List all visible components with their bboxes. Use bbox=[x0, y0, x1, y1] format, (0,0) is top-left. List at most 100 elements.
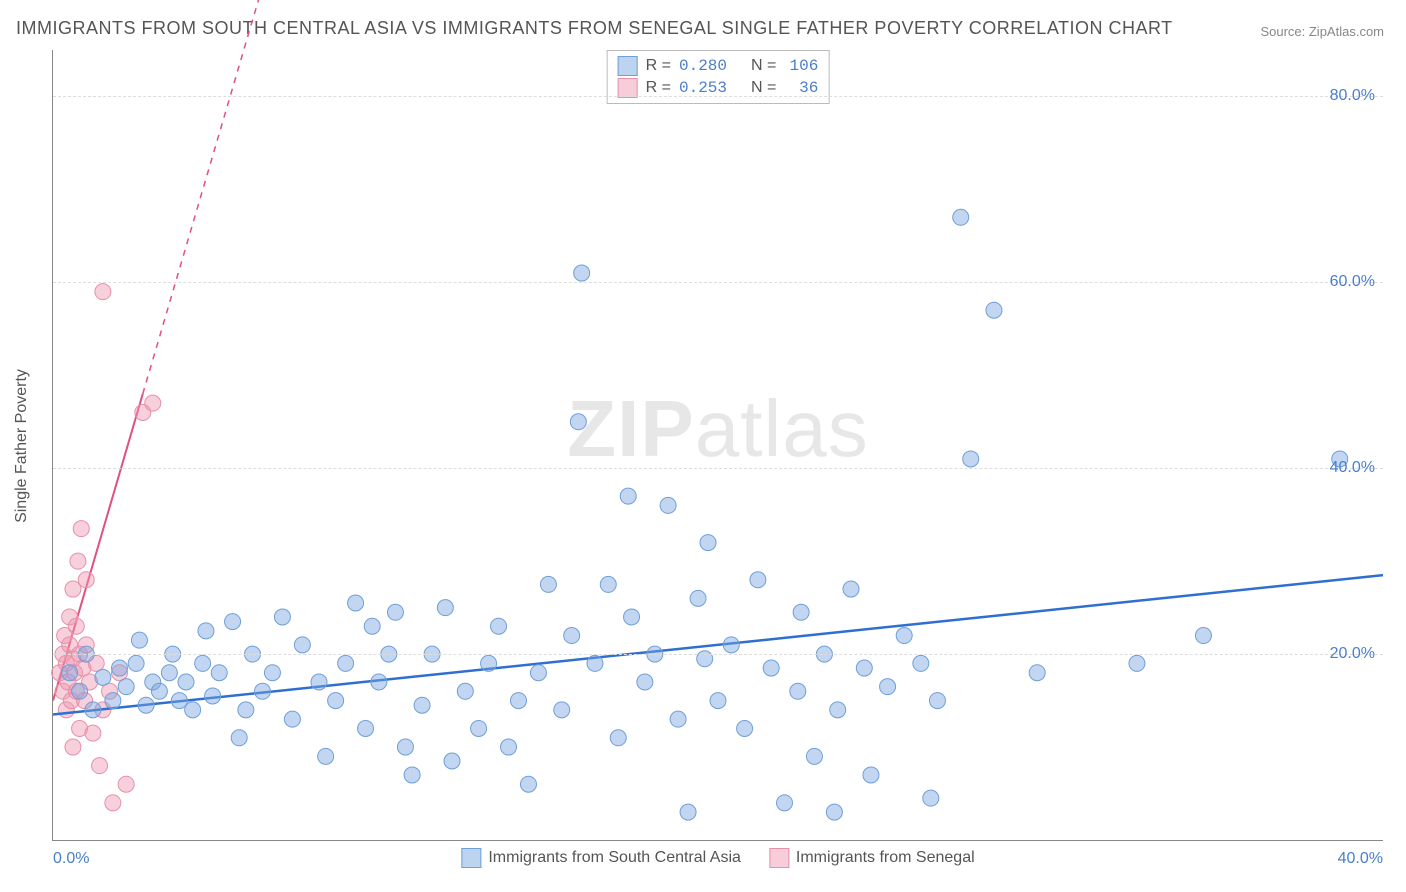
data-point bbox=[896, 628, 912, 644]
data-point bbox=[923, 790, 939, 806]
data-point bbox=[750, 572, 766, 588]
data-point bbox=[85, 702, 101, 718]
data-point bbox=[358, 720, 374, 736]
data-point bbox=[198, 623, 214, 639]
data-point bbox=[118, 679, 134, 695]
data-point bbox=[491, 618, 507, 634]
xtick-label: 40.0% bbox=[1338, 850, 1383, 868]
data-point bbox=[963, 451, 979, 467]
gridline-h bbox=[53, 282, 1383, 283]
data-point bbox=[481, 655, 497, 671]
ytick-label: 60.0% bbox=[1330, 273, 1375, 291]
data-point bbox=[328, 693, 344, 709]
data-point bbox=[338, 655, 354, 671]
data-point bbox=[138, 697, 154, 713]
data-point bbox=[574, 265, 590, 281]
data-point bbox=[737, 720, 753, 736]
legend-row-series1: R = 0.280 N = 106 bbox=[618, 55, 819, 77]
data-point bbox=[1195, 628, 1211, 644]
data-point bbox=[231, 730, 247, 746]
data-point bbox=[131, 632, 147, 648]
data-point bbox=[570, 414, 586, 430]
data-point bbox=[953, 209, 969, 225]
data-point bbox=[128, 655, 144, 671]
data-point bbox=[161, 665, 177, 681]
y-axis-title: Single Father Poverty bbox=[13, 369, 31, 523]
data-point bbox=[387, 604, 403, 620]
swatch-series1 bbox=[618, 56, 638, 76]
data-point bbox=[62, 665, 78, 681]
data-point bbox=[70, 553, 86, 569]
data-point bbox=[414, 697, 430, 713]
data-point bbox=[225, 614, 241, 630]
data-point bbox=[145, 395, 161, 411]
data-point bbox=[790, 683, 806, 699]
plot-area: ZIPatlas R = 0.280 N = 106 R = 0.253 N =… bbox=[52, 50, 1383, 841]
data-point bbox=[511, 693, 527, 709]
data-point bbox=[85, 725, 101, 741]
data-point bbox=[587, 655, 603, 671]
swatch-series2 bbox=[618, 78, 638, 98]
legend-label-series1: Immigrants from South Central Asia bbox=[488, 849, 741, 867]
data-point bbox=[92, 758, 108, 774]
data-point bbox=[670, 711, 686, 727]
data-point bbox=[78, 572, 94, 588]
source-attribution: Source: ZipAtlas.com bbox=[1260, 24, 1384, 39]
data-point bbox=[254, 683, 270, 699]
data-point bbox=[501, 739, 517, 755]
data-point bbox=[238, 702, 254, 718]
data-point bbox=[843, 581, 859, 597]
data-point bbox=[986, 302, 1002, 318]
data-point bbox=[723, 637, 739, 653]
data-point bbox=[284, 711, 300, 727]
data-point bbox=[620, 488, 636, 504]
data-point bbox=[444, 753, 460, 769]
data-point bbox=[777, 795, 793, 811]
data-point bbox=[348, 595, 364, 611]
data-point bbox=[185, 702, 201, 718]
data-point bbox=[195, 655, 211, 671]
data-point bbox=[264, 665, 280, 681]
data-point bbox=[457, 683, 473, 699]
data-point bbox=[540, 576, 556, 592]
data-point bbox=[863, 767, 879, 783]
data-point bbox=[680, 804, 696, 820]
data-point bbox=[929, 693, 945, 709]
n-label-1: N = bbox=[751, 55, 776, 77]
data-point bbox=[371, 674, 387, 690]
data-point bbox=[318, 748, 334, 764]
data-point bbox=[274, 609, 290, 625]
data-point bbox=[624, 609, 640, 625]
data-point bbox=[564, 628, 580, 644]
data-point bbox=[880, 679, 896, 695]
data-point bbox=[554, 702, 570, 718]
data-point bbox=[73, 521, 89, 537]
data-point bbox=[65, 739, 81, 755]
ytick-label: 80.0% bbox=[1330, 87, 1375, 105]
data-point bbox=[205, 688, 221, 704]
data-point bbox=[763, 660, 779, 676]
data-point bbox=[211, 665, 227, 681]
data-point bbox=[311, 674, 327, 690]
gridline-h bbox=[53, 654, 1383, 655]
data-point bbox=[710, 693, 726, 709]
r-value-1: 0.280 bbox=[679, 55, 727, 77]
data-point bbox=[112, 660, 128, 676]
legend-item-series2: Immigrants from Senegal bbox=[769, 848, 975, 868]
ytick-label: 20.0% bbox=[1330, 645, 1375, 663]
data-point bbox=[610, 730, 626, 746]
r-label-1: R = bbox=[646, 55, 671, 77]
xtick-label: 0.0% bbox=[53, 850, 89, 868]
legend-label-series2: Immigrants from Senegal bbox=[796, 849, 975, 867]
data-point bbox=[118, 776, 134, 792]
data-point bbox=[105, 795, 121, 811]
data-point bbox=[364, 618, 380, 634]
gridline-h bbox=[53, 468, 1383, 469]
data-point bbox=[65, 581, 81, 597]
data-point bbox=[637, 674, 653, 690]
data-point bbox=[105, 693, 121, 709]
data-point bbox=[437, 600, 453, 616]
trend-line-extension bbox=[143, 0, 326, 394]
data-point bbox=[171, 693, 187, 709]
data-point bbox=[471, 720, 487, 736]
